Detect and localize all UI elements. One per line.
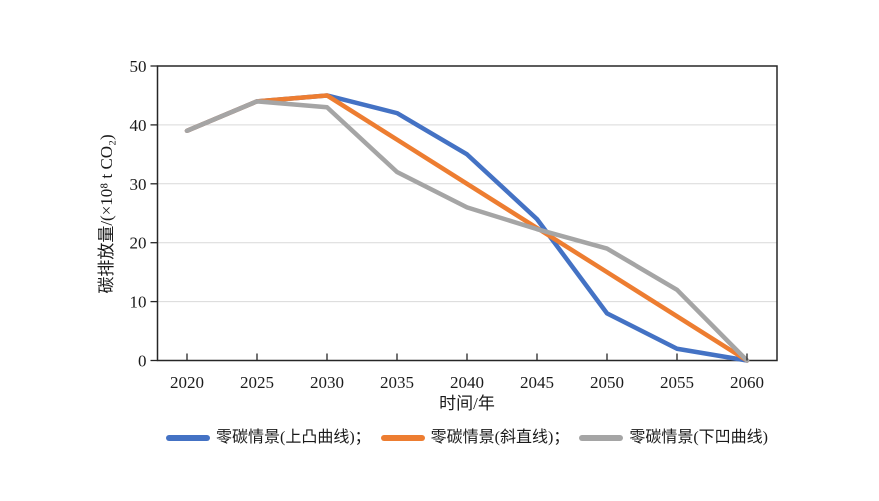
y-tick-label: 20 [130,234,147,253]
legend-line-swatch [579,435,624,441]
legend-label: 零碳情景(下凹曲线) [629,429,768,446]
legend-item-1: 零碳情景(斜直线)； [380,427,570,449]
y-tick-label: 0 [138,352,147,371]
x-tick-label: 2025 [240,373,274,392]
plot-frame [156,65,778,362]
x-tick-label: 2060 [730,373,764,392]
x-tick-label: 2045 [520,373,554,392]
legend-label: 零碳情景(上凸曲线)； [215,429,371,446]
series-line-2 [184,99,750,363]
x-tick-label: 2040 [450,373,484,392]
x-tick-label: 2050 [590,373,624,392]
legend-label: 零碳情景(斜直线)； [430,429,570,446]
x-tick-label: 2035 [380,373,414,392]
legend-line-swatch [380,435,425,441]
legend-item-2: 零碳情景(下凹曲线) [579,427,768,449]
series-line-1 [184,93,750,363]
y-axis-title: 碳排放量/(×10⁸ t CO₂) [97,134,116,293]
x-axis-title: 时间/年 [439,394,495,413]
y-tick-label: 40 [130,116,147,135]
series-line-0 [184,93,750,363]
y-tick-label: 10 [130,293,147,312]
legend-line-swatch [165,435,210,441]
x-tick-label: 2055 [660,373,694,392]
y-tick-label: 30 [130,175,147,194]
legend: 零碳情景(上凸曲线)； 零碳情景(斜直线)； 零碳情景(下凹曲线) [157,427,777,449]
y-tick-label: 50 [130,57,147,76]
legend-item-0: 零碳情景(上凸曲线)； [165,427,371,449]
x-tick-label: 2020 [170,373,204,392]
x-tick-label: 2030 [310,373,344,392]
